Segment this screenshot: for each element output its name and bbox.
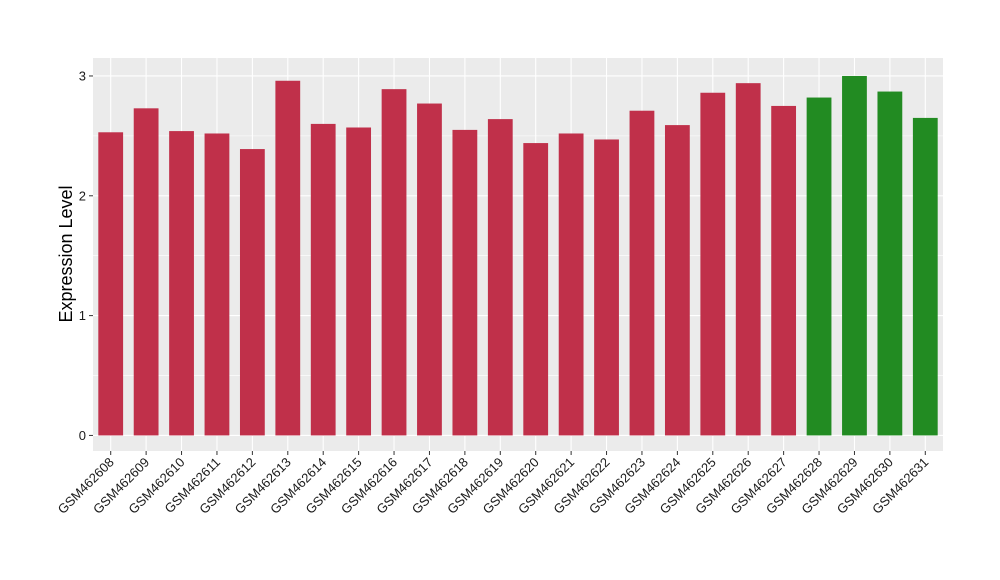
bar-gsm462631 — [912, 117, 938, 436]
bar-gsm462624 — [664, 125, 690, 436]
y-tick-label: 3 — [79, 68, 86, 83]
y-tick-label: 2 — [79, 188, 86, 203]
bar-gsm462618 — [452, 129, 478, 436]
bar-gsm462621 — [558, 133, 584, 436]
bar-gsm462619 — [487, 119, 513, 436]
y-axis: 0 1 2 3 — [79, 68, 93, 443]
bar-gsm462626 — [735, 83, 761, 436]
minor-gridlines — [93, 135, 943, 376]
bar-gsm462609 — [133, 108, 159, 436]
bar-gsm462616 — [381, 89, 407, 436]
bar-gsm462623 — [629, 110, 655, 436]
bar-gsm462625 — [700, 92, 726, 436]
bar-gsm462628 — [806, 97, 832, 436]
bar-gsm462622 — [594, 139, 619, 436]
bar-gsm462629 — [842, 75, 867, 436]
plot-panel — [93, 58, 943, 451]
bar-gsm462613 — [275, 80, 301, 436]
y-tick-label: 0 — [79, 428, 86, 443]
bar-gsm462608 — [98, 132, 124, 436]
bar-gsm462615 — [346, 127, 372, 436]
bar-gsm462610 — [169, 131, 194, 436]
y-tick-label: 1 — [79, 308, 86, 323]
bar-gsm462611 — [204, 133, 230, 436]
bars — [98, 75, 938, 436]
bar-gsm462612 — [239, 149, 265, 436]
bar-gsm462614 — [310, 123, 336, 436]
bar-gsm462617 — [417, 103, 442, 436]
bar-gsm462630 — [877, 91, 903, 436]
bar-gsm462627 — [771, 105, 797, 436]
bar-gsm462620 — [523, 143, 549, 436]
x-axis: GSM462608GSM462609GSM462610GSM462611GSM4… — [55, 451, 931, 517]
y-axis-title: Expression Level — [56, 185, 76, 322]
